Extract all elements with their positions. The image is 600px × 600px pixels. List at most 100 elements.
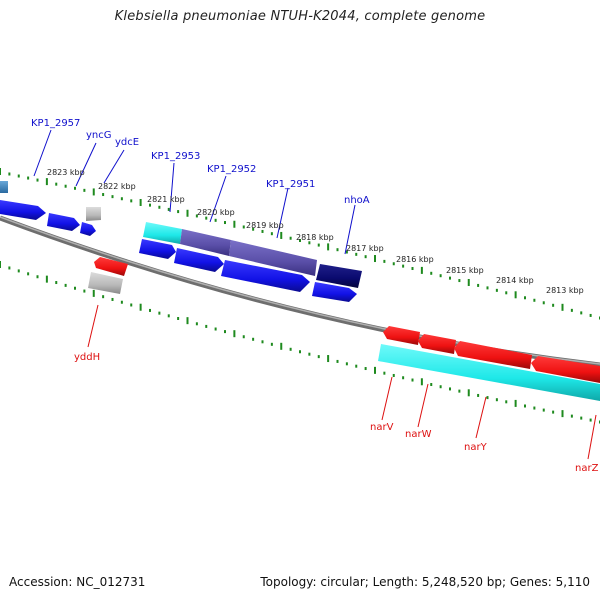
gene-arrow[interactable]: [174, 248, 224, 272]
major-tick: [186, 209, 189, 217]
minor-tick: [158, 311, 161, 315]
minor-tick: [83, 289, 86, 293]
minor-tick: [392, 262, 395, 266]
minor-tick: [195, 322, 198, 326]
gene-label-kp1-2957[interactable]: KP1_2957: [31, 118, 80, 129]
major-tick: [280, 342, 283, 350]
minor-tick: [533, 406, 536, 410]
minor-tick: [542, 408, 545, 412]
minor-tick: [308, 241, 311, 245]
minor-tick: [224, 221, 226, 225]
minor-tick: [505, 400, 508, 404]
gene-label-kp1-2951[interactable]: KP1_2951: [266, 179, 315, 190]
minor-tick: [120, 197, 123, 201]
minor-tick: [402, 376, 405, 380]
gene-label-ydce[interactable]: ydcE: [115, 137, 139, 148]
minor-tick: [55, 281, 58, 285]
minor-tick: [439, 385, 442, 389]
gene-label-yncg[interactable]: yncG: [86, 130, 112, 141]
minor-tick: [64, 184, 67, 188]
minor-tick: [345, 250, 348, 254]
minor-tick: [364, 255, 367, 259]
minor-tick: [64, 283, 67, 287]
gene-arrow[interactable]: [143, 222, 182, 244]
minor-tick: [205, 216, 208, 220]
gene-arrow[interactable]: [0, 200, 46, 220]
major-tick: [0, 261, 1, 268]
gene-arrow[interactable]: [454, 341, 532, 369]
inner-tick-ring: [0, 261, 600, 424]
tick-label: 2823 kbp: [47, 168, 85, 177]
gene-label-narz[interactable]: narZ: [575, 463, 599, 474]
minor-tick: [552, 303, 555, 307]
minor-tick: [486, 286, 489, 290]
gene-arrow[interactable]: [88, 272, 123, 294]
gene-label-nary[interactable]: narY: [464, 442, 488, 453]
major-tick: [139, 303, 142, 311]
gene-label-narw[interactable]: narW: [405, 429, 432, 440]
minor-tick: [495, 398, 498, 402]
minor-tick: [449, 387, 451, 391]
gene-label-yddh[interactable]: yddH: [74, 352, 100, 363]
gene-arrow[interactable]: [86, 207, 101, 221]
major-tick: [45, 178, 48, 186]
minor-tick: [149, 308, 151, 312]
minor-tick: [317, 243, 320, 247]
reverse-gene-labels: yddH narV narW narY narZ: [74, 352, 599, 474]
gene-arrow[interactable]: [139, 239, 176, 259]
gene-arrow[interactable]: [80, 222, 96, 236]
gene-label-nhoa[interactable]: nhoA: [344, 195, 370, 206]
minor-tick: [552, 410, 555, 414]
gene-arrow[interactable]: [47, 213, 80, 231]
gene-arrow[interactable]: [0, 181, 8, 193]
minor-tick: [74, 186, 76, 190]
minor-tick: [336, 248, 339, 252]
major-tick: [0, 168, 1, 175]
major-tick: [514, 291, 517, 299]
minor-tick: [261, 229, 264, 233]
minor-tick: [505, 291, 508, 295]
minor-tick: [495, 288, 498, 292]
gene-arrow[interactable]: [180, 229, 231, 256]
gene-arrow[interactable]: [221, 260, 310, 292]
minor-tick: [458, 279, 461, 283]
minor-tick: [570, 308, 573, 312]
minor-tick: [299, 350, 301, 354]
gene-arrow[interactable]: [229, 240, 317, 276]
minor-tick: [308, 352, 311, 356]
tick-label: 2815 kbp: [446, 266, 484, 275]
tick-label: 2820 kbp: [197, 208, 235, 217]
major-tick: [467, 389, 470, 397]
minor-tick: [589, 313, 592, 317]
minor-tick: [224, 330, 226, 334]
major-tick: [420, 266, 423, 274]
gene-arrow[interactable]: [383, 326, 420, 345]
gene-label-kp1-2953[interactable]: KP1_2953: [151, 151, 200, 162]
major-tick: [92, 188, 95, 196]
minor-tick: [111, 195, 114, 199]
gene-label-kp1-2952[interactable]: KP1_2952: [207, 164, 256, 175]
minor-tick: [524, 296, 526, 300]
gene-arrow[interactable]: [531, 356, 600, 383]
major-tick: [327, 355, 330, 363]
label-leader-lines: [33, 129, 597, 460]
minor-tick: [214, 327, 217, 331]
gene-arrow[interactable]: [94, 257, 128, 276]
minor-tick: [289, 236, 292, 240]
gene-label-narv[interactable]: narV: [370, 422, 394, 433]
minor-tick: [477, 393, 480, 397]
major-tick: [514, 399, 517, 407]
minor-tick: [8, 172, 11, 176]
minor-tick: [411, 378, 414, 382]
gene-arrow[interactable]: [378, 344, 600, 401]
gene-arrow[interactable]: [418, 334, 456, 354]
minor-tick: [83, 188, 86, 192]
gene-arrow[interactable]: [316, 264, 362, 288]
tick-label: 2819 kbp: [246, 221, 284, 230]
minor-tick: [449, 276, 451, 280]
major-tick: [139, 198, 142, 206]
major-tick: [233, 220, 236, 228]
gene-arrow[interactable]: [312, 282, 357, 302]
accession-text: Accession: NC_012731: [9, 575, 146, 589]
